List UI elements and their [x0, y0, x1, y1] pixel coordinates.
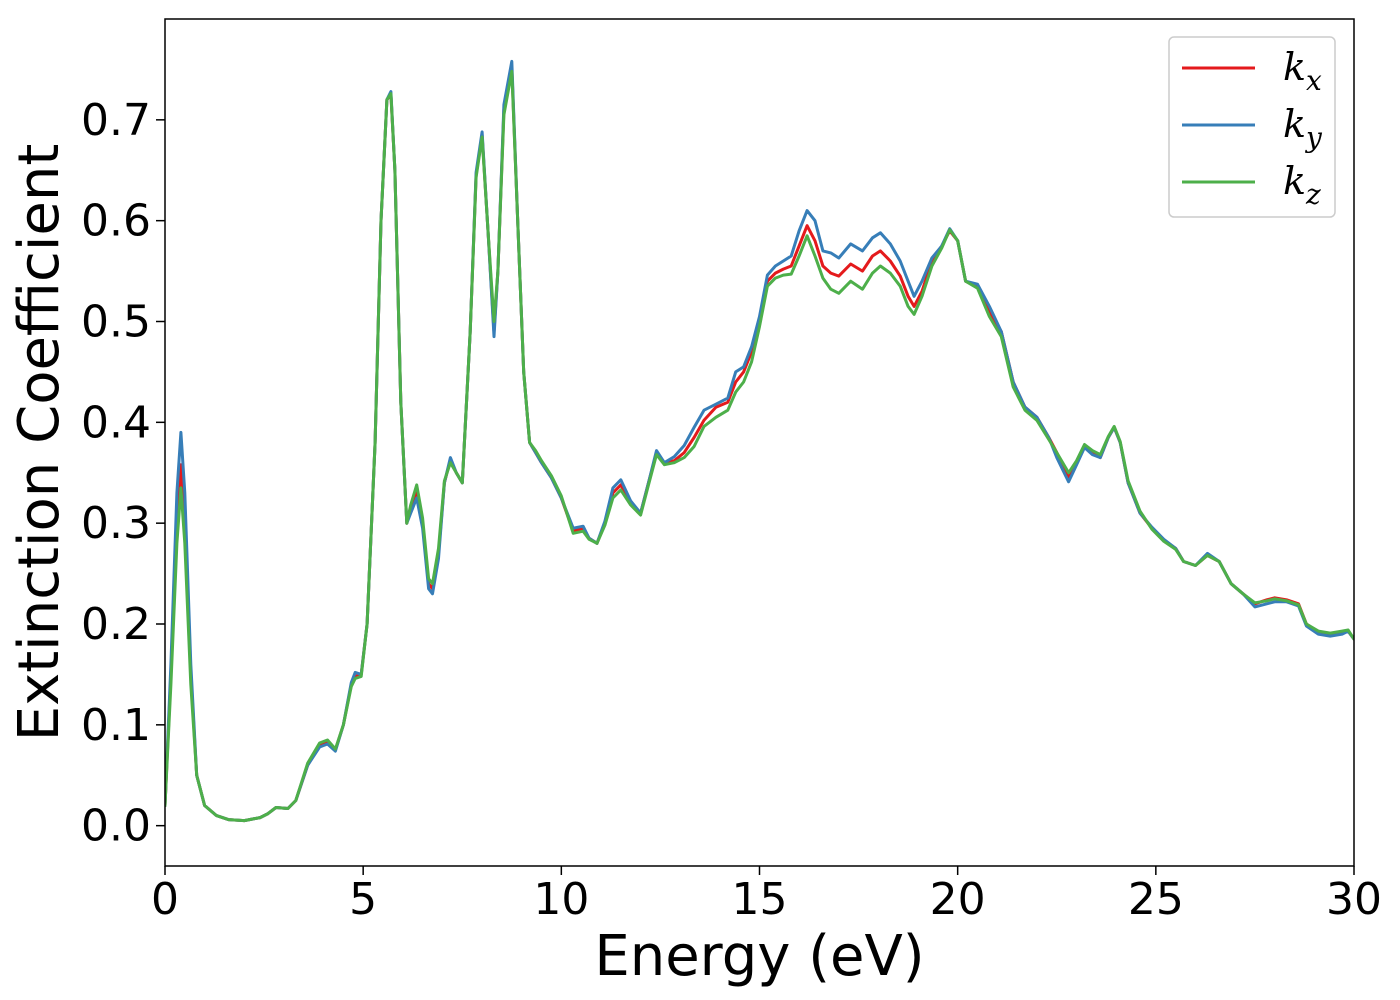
x-axis-title: Energy (eV)	[594, 924, 924, 989]
y-tick-label: 0.3	[81, 498, 151, 549]
x-tick-label: 20	[930, 874, 986, 925]
legend-label-k-y: ky	[1283, 102, 1323, 154]
y-tick-label: 0.6	[81, 196, 151, 247]
y-tick-label: 0.0	[81, 801, 151, 852]
legend-label-k-x: kx	[1283, 45, 1322, 97]
x-tick-label: 10	[533, 874, 589, 925]
series-layer	[165, 59, 1354, 823]
legend-label-k-z: kz	[1283, 159, 1321, 211]
legend-box	[1168, 36, 1336, 218]
x-tick-label: 30	[1326, 874, 1382, 925]
y-tick-label: 0.1	[81, 700, 151, 751]
x-tick-label: 0	[151, 874, 179, 925]
y-axis-title: Extinction Coefficient	[7, 144, 72, 742]
y-tick-label: 0.2	[81, 599, 151, 650]
x-tick-label: 15	[732, 874, 788, 925]
y-tick-label: 0.4	[81, 397, 151, 448]
x-tick-label: 5	[349, 874, 377, 925]
y-tick-label: 0.5	[81, 297, 151, 348]
y-tick-label: 0.7	[81, 95, 151, 146]
series-line-k-z	[165, 69, 1354, 823]
y-axis: 0.0 0.1 0.2 0.3 0.4 0.5 0.6 0.7	[81, 95, 165, 852]
x-axis: 0 5 10 15 20 25 30	[151, 866, 1382, 925]
x-tick-label: 25	[1128, 874, 1184, 925]
